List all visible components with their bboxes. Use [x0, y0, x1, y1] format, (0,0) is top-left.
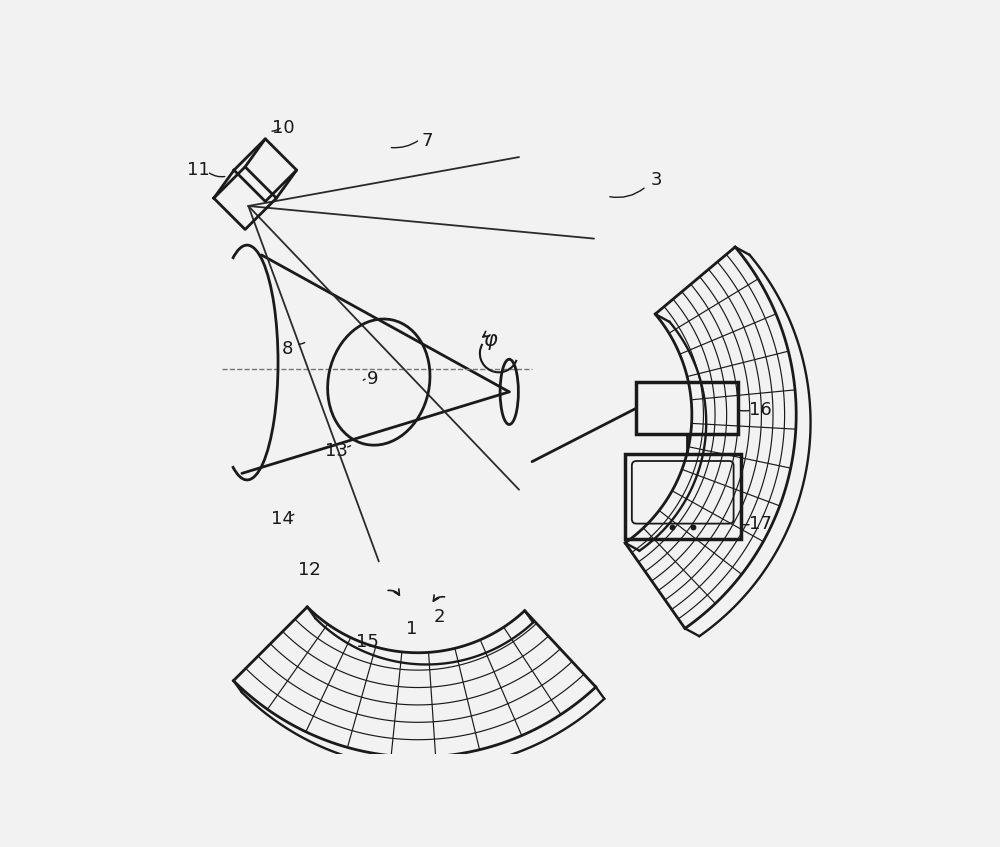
Text: 17: 17 [749, 515, 772, 534]
Text: 3: 3 [650, 171, 662, 189]
Bar [625, 454, 741, 539]
Text: 1: 1 [406, 620, 417, 638]
Text: 9: 9 [367, 370, 378, 388]
Text: $\varphi$: $\varphi$ [483, 332, 499, 352]
Text: 13: 13 [325, 441, 348, 460]
Text: 2: 2 [434, 608, 445, 626]
Text: 16: 16 [749, 401, 772, 419]
Text: 12: 12 [298, 561, 320, 579]
Text: 14: 14 [271, 510, 294, 528]
Bar [636, 382, 738, 435]
Text: 10: 10 [272, 119, 294, 136]
Text: 7: 7 [422, 132, 433, 150]
Text: 15: 15 [356, 633, 379, 650]
Text: 8: 8 [282, 340, 293, 358]
Text: 11: 11 [187, 161, 210, 179]
